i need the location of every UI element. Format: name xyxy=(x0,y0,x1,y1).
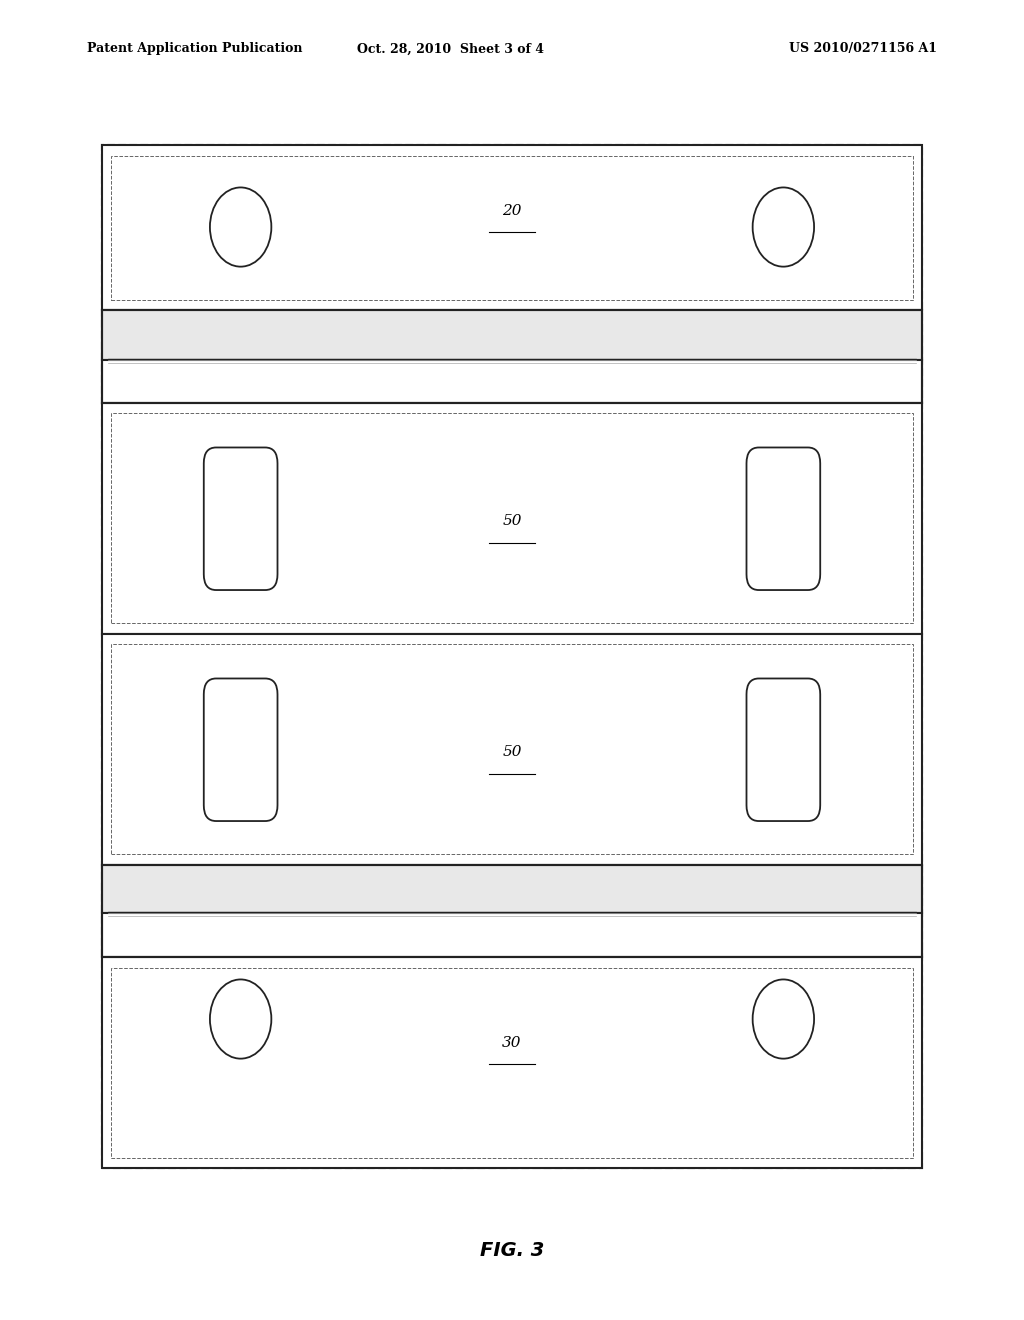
Bar xyxy=(102,310,922,403)
Text: FIG. 3: FIG. 3 xyxy=(480,1241,544,1259)
Ellipse shape xyxy=(210,979,271,1059)
Bar xyxy=(102,634,922,865)
Bar xyxy=(111,413,913,623)
FancyBboxPatch shape xyxy=(204,678,278,821)
Text: 30: 30 xyxy=(502,1036,522,1049)
Bar xyxy=(102,145,922,1168)
Text: 20: 20 xyxy=(502,205,522,218)
Ellipse shape xyxy=(753,187,814,267)
Bar xyxy=(111,968,913,1158)
Bar xyxy=(102,957,922,1168)
Bar xyxy=(111,644,913,854)
Bar xyxy=(102,360,922,403)
Text: US 2010/0271156 A1: US 2010/0271156 A1 xyxy=(788,42,937,55)
Ellipse shape xyxy=(753,979,814,1059)
Text: Patent Application Publication: Patent Application Publication xyxy=(87,42,302,55)
Bar xyxy=(102,865,922,913)
Ellipse shape xyxy=(210,187,271,267)
FancyBboxPatch shape xyxy=(746,447,820,590)
Bar xyxy=(102,865,922,957)
Bar xyxy=(102,913,922,957)
Bar xyxy=(102,403,922,634)
Text: Oct. 28, 2010  Sheet 3 of 4: Oct. 28, 2010 Sheet 3 of 4 xyxy=(357,42,544,55)
Bar xyxy=(111,156,913,300)
Text: 50: 50 xyxy=(502,515,522,528)
Bar xyxy=(102,310,922,360)
Bar xyxy=(102,145,922,310)
FancyBboxPatch shape xyxy=(204,447,278,590)
FancyBboxPatch shape xyxy=(746,678,820,821)
Text: 50: 50 xyxy=(502,746,522,759)
